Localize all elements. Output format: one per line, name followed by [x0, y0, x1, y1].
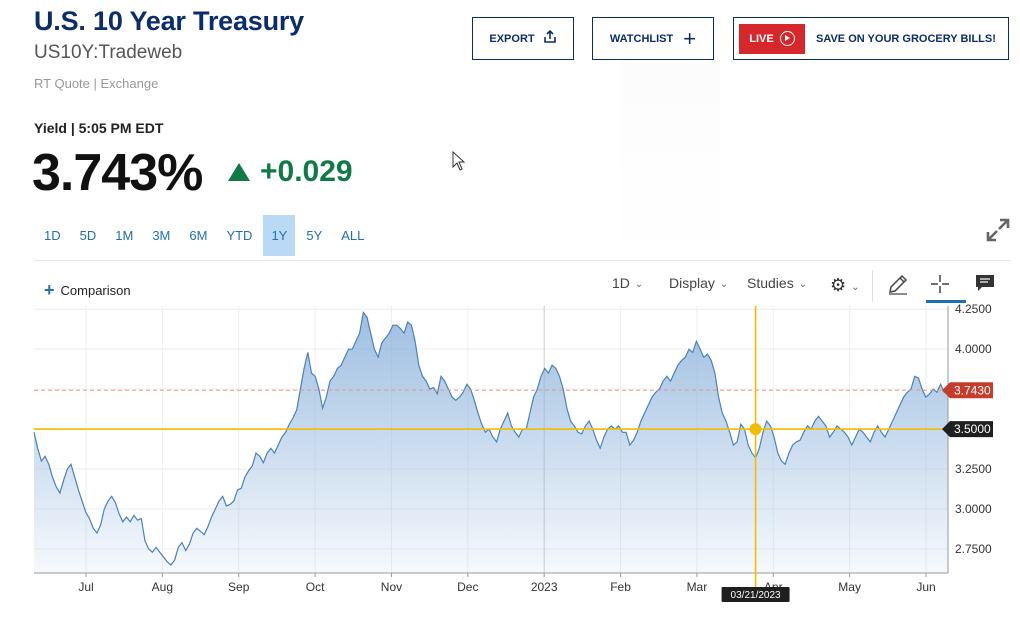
export-button[interactable]: EXPORT [472, 17, 574, 60]
x-tick-label: Mar [687, 580, 708, 594]
yield-area [34, 312, 948, 573]
price-change: +0.029 [260, 155, 353, 188]
chevron-down-icon: ⌄ [798, 279, 808, 290]
range-1d[interactable]: 1D [44, 228, 61, 243]
x-tick-label: Feb [610, 580, 631, 594]
pencil-icon[interactable] [886, 272, 910, 296]
yield-timestamp: Yield | 5:05 PM EDT [34, 120, 164, 136]
x-tick-label: Sep [228, 580, 250, 594]
y-tick-label: 3.2500 [955, 462, 992, 476]
mouse-cursor-icon [452, 151, 466, 171]
watchlist-button[interactable]: WATCHLIST + [592, 17, 714, 60]
x-tick-label: 2023 [531, 580, 558, 594]
x-tick-label: Nov [381, 580, 402, 594]
yield-line [33, 310, 949, 566]
y-tick-label: 2.7500 [955, 542, 992, 556]
plus-icon: + [44, 280, 55, 300]
x-tick-label: Aug [152, 580, 173, 594]
live-promo-button[interactable]: LIVE SAVE ON YOUR GROCERY BILLS! [733, 17, 1009, 60]
x-tick-label: May [838, 580, 861, 594]
expand-icon[interactable] [985, 217, 1011, 243]
range-5y[interactable]: 5Y [306, 228, 323, 243]
crosshair-point [749, 423, 762, 436]
crosshair-active-indicator [926, 300, 966, 303]
display-dropdown[interactable]: Display ⌄ [669, 275, 728, 291]
x-tick-label: Jul [78, 580, 93, 594]
display-label: Display [669, 275, 715, 291]
x-tick-label: Dec [457, 580, 478, 594]
range-1y[interactable]: 1Y [263, 215, 296, 256]
y-tick-label: 3.0000 [955, 502, 992, 516]
range-5d[interactable]: 5D [79, 228, 97, 243]
promo-label: SAVE ON YOUR GROCERY BILLS! [816, 32, 996, 45]
y-tick-label: 4.0000 [955, 342, 992, 356]
range-3m[interactable]: 3M [152, 228, 171, 243]
studies-label: Studies [747, 275, 794, 291]
gear-icon: ⚙ [830, 275, 847, 295]
share-icon [543, 29, 557, 48]
crosshair-date-tag [721, 587, 790, 602]
live-badge: LIVE [739, 23, 805, 54]
range-selector: 1D 5D 1M 3M 6M YTD 1Y 5Y ALL [36, 215, 375, 256]
comparison-label: Comparison [60, 283, 131, 298]
range-ytd[interactable]: YTD [226, 228, 253, 243]
export-label: EXPORT [489, 32, 535, 45]
crosshair-icon[interactable] [928, 272, 952, 296]
studies-dropdown[interactable]: Studies ⌄ [747, 275, 807, 291]
page-title: U.S. 10 Year Treasury [34, 6, 304, 36]
watchlist-label: WATCHLIST [609, 32, 674, 45]
y-tick-label: 4.2500 [955, 302, 992, 316]
last-price-label: 3.7430 [954, 383, 991, 397]
chevron-down-icon: ⌄ [634, 279, 644, 290]
plus-icon: + [683, 25, 697, 51]
chevron-down-icon: ⌄ [719, 279, 729, 290]
interval-dropdown[interactable]: 1D ⌄ [612, 275, 643, 291]
comment-icon[interactable] [974, 273, 996, 293]
range-6m[interactable]: 6M [189, 228, 208, 243]
crosshair-date-label: 03/21/2023 [731, 590, 781, 601]
crosshair-value-label: 3.5000 [954, 422, 991, 436]
chevron-down-icon: ⌄ [851, 281, 860, 293]
x-tick-label: Oct [306, 580, 325, 594]
range-1m[interactable]: 1M [115, 228, 134, 243]
range-all[interactable]: ALL [341, 228, 365, 243]
last-price-tag [942, 382, 993, 399]
interval-label: 1D [612, 275, 630, 291]
change-group: +0.029 [228, 155, 353, 189]
live-label: LIVE [749, 32, 774, 45]
divider [34, 260, 1010, 261]
faded-dropdown-overlay [620, 60, 720, 270]
up-arrow-icon [228, 163, 250, 181]
play-icon [779, 31, 795, 46]
toolbar-divider [872, 270, 873, 302]
symbol-label: US10Y:Tradeweb [34, 42, 183, 63]
quote-source: RT Quote | Exchange [34, 76, 159, 91]
price-value: 3.743% [32, 144, 203, 202]
settings-dropdown[interactable]: ⚙ ⌄ [830, 275, 860, 296]
x-tick-label: Jun [916, 580, 935, 594]
crosshair-value-tag [942, 421, 993, 438]
comparison-button[interactable]: + Comparison [44, 280, 131, 301]
